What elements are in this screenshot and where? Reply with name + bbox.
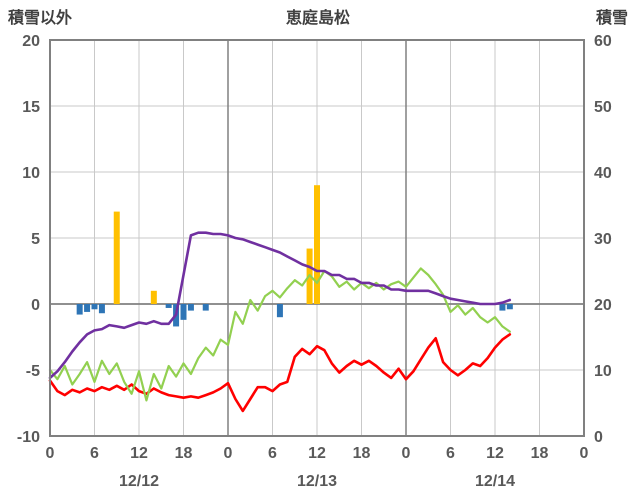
svg-text:15: 15: [22, 99, 40, 116]
svg-text:50: 50: [594, 99, 612, 116]
svg-text:12: 12: [308, 445, 326, 462]
svg-text:10: 10: [594, 363, 612, 380]
svg-text:10: 10: [22, 165, 40, 182]
svg-text:30: 30: [594, 231, 612, 248]
svg-text:5: 5: [31, 231, 40, 248]
svg-text:6: 6: [90, 445, 99, 462]
svg-text:0: 0: [594, 429, 603, 446]
left-axis-ticks: 20 15 10 5 0 -5 -10: [17, 33, 40, 446]
svg-text:0: 0: [46, 445, 55, 462]
svg-text:0: 0: [224, 445, 233, 462]
chart-title: 恵庭島松: [285, 10, 350, 27]
svg-text:20: 20: [594, 297, 612, 314]
svg-text:-5: -5: [26, 363, 40, 380]
svg-text:6: 6: [268, 445, 277, 462]
left-axis-title: 積雪以外: [8, 10, 73, 27]
svg-text:12: 12: [130, 445, 148, 462]
svg-text:6: 6: [446, 445, 455, 462]
svg-text:-10: -10: [17, 429, 40, 446]
svg-text:20: 20: [22, 33, 40, 50]
svg-text:0: 0: [402, 445, 411, 462]
series-green-line: [48, 267, 511, 402]
plot-frame: [49, 39, 585, 437]
x-axis-ticks: 0 6 12 18 0 6 12 18 0 6 12 18 0: [46, 445, 589, 462]
right-axis-title: 積雪: [595, 10, 628, 27]
chart-header: 積雪以外 恵庭島松 積雪: [8, 4, 628, 28]
svg-text:12/14: 12/14: [475, 473, 515, 490]
date-labels: 12/12 12/13 12/14: [119, 473, 515, 490]
svg-text:40: 40: [594, 165, 612, 182]
svg-text:12/12: 12/12: [119, 473, 159, 490]
svg-text:18: 18: [353, 445, 371, 462]
svg-text:0: 0: [580, 445, 589, 462]
svg-text:60: 60: [594, 33, 612, 50]
svg-text:12/13: 12/13: [297, 473, 337, 490]
svg-text:0: 0: [31, 297, 40, 314]
series-red-line: [48, 333, 512, 413]
series-purple-line: [48, 231, 512, 380]
svg-text:18: 18: [531, 445, 549, 462]
gridlines-light: [50, 40, 584, 436]
svg-text:18: 18: [175, 445, 193, 462]
right-axis-ticks: 60 50 40 30 20 10 0: [594, 33, 612, 446]
svg-text:12: 12: [486, 445, 504, 462]
